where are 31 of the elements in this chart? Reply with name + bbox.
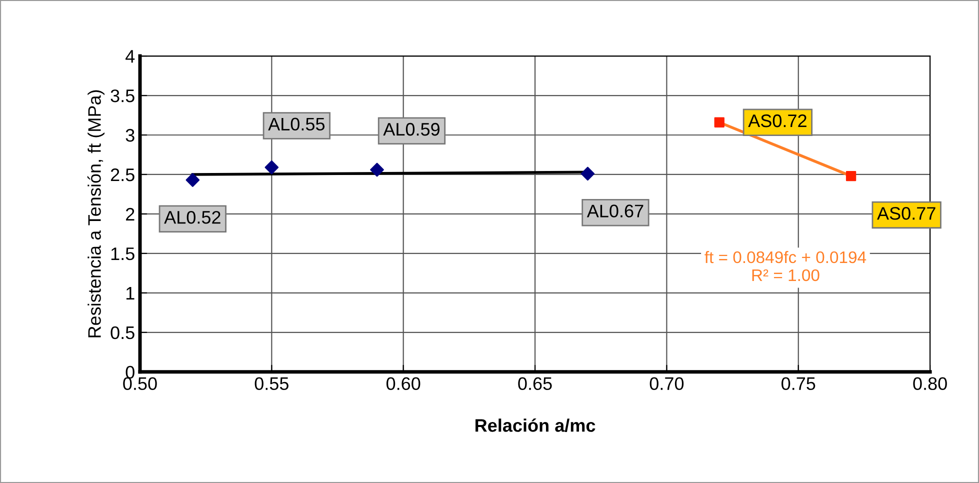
- point: [580, 166, 595, 181]
- point: [846, 170, 856, 182]
- x-tick-label: 0.60: [386, 377, 420, 390]
- x-tick-label: 0.75: [782, 377, 816, 390]
- x-axis-title: Relación a/mc: [476, 418, 596, 432]
- x-tick-label: 0.65: [518, 377, 552, 390]
- y-tick-label: 0.5: [110, 326, 134, 340]
- annotation: AS0.77: [877, 207, 936, 220]
- y-tick-label: 2.5: [110, 168, 134, 182]
- annotation: AL0.59: [383, 122, 440, 136]
- annotation: ft = 0.0849fc + 0.0194 R² = 1.00: [704, 250, 866, 282]
- annotation: AS0.72: [748, 114, 806, 128]
- annotation: AL0.67: [586, 204, 644, 218]
- y-tick-label: 1: [126, 287, 134, 300]
- x-tick-label: 0.80: [913, 377, 947, 390]
- y-tick-label: 3.5: [110, 89, 134, 102]
- y-tick-label: 4: [126, 50, 135, 63]
- y-tick-label: 3: [126, 128, 134, 142]
- y-tick-label: 2: [126, 208, 134, 221]
- point: [186, 173, 200, 187]
- x-tick-label: 0.55: [254, 377, 288, 390]
- annotation: AL0.52: [164, 210, 220, 224]
- y-tick-label: 1.5: [111, 248, 134, 260]
- y-tick-label: 0: [126, 366, 134, 379]
- x-tick-label: 0.70: [650, 377, 684, 390]
- y-axis-title: Resistencia a Tensión, ft (MPa): [87, 90, 104, 338]
- x-tick-label: 0.50: [123, 377, 157, 390]
- point: [714, 117, 724, 128]
- annotation: AL0.55: [268, 118, 325, 131]
- point: [264, 160, 279, 174]
- point: [370, 162, 384, 177]
